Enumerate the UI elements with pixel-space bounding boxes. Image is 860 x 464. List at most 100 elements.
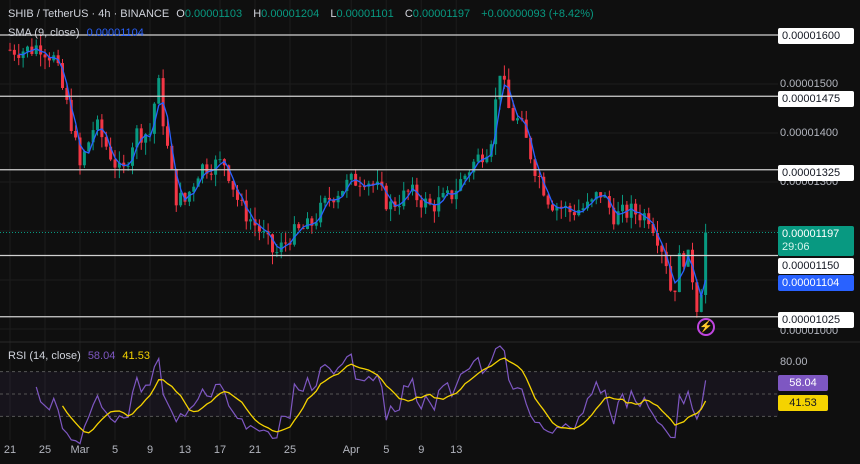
rsi-level-80: 80.00 [780,356,808,368]
time-tick: Mar [70,444,90,456]
candle-body [166,126,169,146]
candle-body [196,178,200,187]
time-tick: 25 [283,444,297,456]
time-tick: 9 [146,444,154,456]
candle-body [275,252,279,254]
open-value: 0.00001103 [184,8,243,20]
rsi-ma-value-label: 41.53 [778,395,828,411]
candle-body [314,222,318,226]
candle-body [78,137,82,166]
symbol-legend: SHIB / TetherUS · 4h · BINANCE O0.000011… [8,8,598,20]
candle-body [542,176,546,196]
price-tick: 0.00001500 [780,78,839,90]
candle-body [34,45,38,55]
candle-body [358,185,362,187]
sma-line [18,47,707,299]
candle-body [144,134,148,143]
candle-body [704,232,708,295]
candle-body [612,207,616,225]
candle-body [656,233,659,246]
last-price: 0.00001197 [782,228,840,240]
time-tick: 21 [248,444,262,456]
hline-label[interactable]: 0.00001600 [778,28,854,44]
candle-body [236,189,239,200]
candle-body [529,137,533,160]
candle-body [139,128,143,143]
candle-body [43,54,47,58]
candle-body [441,192,445,198]
candle-body [432,204,436,212]
candle-body [485,156,489,163]
candle-body [424,198,428,208]
sma-legend[interactable]: SMA (9, close) 0.00001104 [8,27,148,39]
candle-body [87,142,91,152]
candle-body [327,197,331,200]
candle-body [664,251,668,267]
candle-body [183,192,187,202]
candle-body [489,144,493,157]
candle-body [590,199,594,202]
candle-body [586,201,589,209]
candle-body [214,159,218,175]
rsi-legend[interactable]: RSI (14, close) 58.04 41.53 [8,350,154,362]
candle-body [345,179,349,192]
candle-body [39,45,43,55]
time-tick: 13 [178,444,192,456]
candle-body [187,191,191,202]
high-value: 0.00001204 [261,8,320,20]
last-price-label: 0.00001197 29:06 [778,226,854,256]
rsi-value-label: 58.04 [778,375,828,391]
candle-body [205,164,209,174]
candle-body [341,191,344,196]
candle-body [660,245,664,252]
candle-body [96,119,99,131]
candle-body [174,168,178,206]
candle-body [104,137,108,147]
candle-body [310,218,314,226]
candle-body [306,218,309,229]
candle-body [651,224,655,234]
hline-label[interactable]: 0.00001475 [778,91,854,107]
candle-body [332,199,336,203]
candle-body [74,130,78,138]
candle-body [349,173,353,180]
time-tick: 9 [418,444,425,456]
price-tick: 0.00001000 [780,325,839,337]
time-tick: 13 [450,444,463,456]
close-label: C [404,8,413,20]
candle-body [621,204,624,212]
candle-body [157,78,161,104]
candle-body [524,119,528,138]
candle-body [428,198,432,205]
candle-body [8,49,12,51]
candle-body [271,234,274,253]
candle-body [507,79,511,109]
rsi-ma-line [61,357,707,434]
candle-body [292,224,296,245]
time-tick: 25 [38,444,52,456]
change-value: +0.00000093 (+8.42%) [481,8,594,20]
hline-label[interactable]: 0.00001325 [778,165,854,181]
candle-body [616,211,620,225]
candle-body [218,159,222,161]
hline-label[interactable]: 0.00001150 [778,258,854,274]
candle-body [699,294,703,312]
hline-label[interactable]: 0.00001025 [778,312,854,328]
candle-body [533,159,537,176]
lightning-icon[interactable]: ⚡ [697,318,715,336]
candle-body [669,266,673,291]
candle-body [227,165,231,181]
low-label: L [330,8,337,20]
bar-countdown: 29:06 [782,241,810,253]
candle-body [476,154,480,162]
candle-body [572,212,576,216]
candle-body [555,206,559,211]
candle-body [406,190,410,192]
candle-body [257,225,261,232]
symbol-title: SHIB / TetherUS · 4h · BINANCE [8,8,170,20]
high-label: H [253,8,262,20]
sma-value: 0.00001104 [86,27,144,39]
time-tick: Apr [342,444,360,456]
sma-label: SMA (9, close) [8,27,80,39]
